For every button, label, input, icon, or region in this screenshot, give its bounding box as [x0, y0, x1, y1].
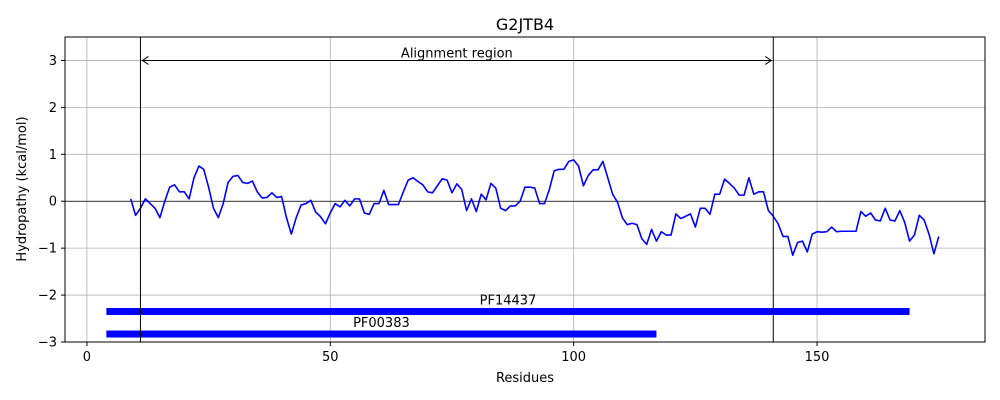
alignment-arrow-left-head [141, 56, 149, 65]
chart-title: G2JTB4 [496, 15, 554, 34]
x-tick-label: 0 [83, 350, 91, 365]
y-tick-label: 0 [49, 195, 57, 210]
alignment-region-label: Alignment region [401, 46, 513, 61]
x-tick-label: 50 [322, 350, 339, 365]
hydropathy-line [129, 159, 940, 256]
y-tick-label: −1 [38, 242, 57, 257]
x-axis-title: Residues [496, 371, 554, 386]
y-tick-label: 2 [49, 101, 57, 116]
y-tick-label: 1 [49, 148, 57, 163]
domain-bar [106, 308, 910, 315]
domain-label: PF00383 [353, 316, 410, 331]
domain-bars: PF14437 PF00383 [106, 294, 910, 338]
alignment-boundaries [139, 37, 774, 342]
y-tick-label: −2 [38, 289, 57, 304]
alignment-arrow-right-head [764, 56, 773, 65]
alignment-annotation: Alignment region [141, 46, 773, 65]
domain-bar [106, 330, 657, 338]
y-tick-label: −3 [38, 336, 57, 351]
hydropathy-series [129, 159, 940, 256]
x-tick-label: 100 [561, 350, 586, 365]
domain-label: PF14437 [480, 294, 537, 309]
plot-frame [64, 36, 986, 343]
y-tick-label: 3 [49, 54, 57, 69]
x-tick-label: 150 [805, 350, 830, 365]
x-axis-ticks: 0 50 100 150 [83, 342, 830, 365]
y-axis-title: Hydropathy (kcal/mol) [15, 116, 30, 261]
y-axis-ticks: −3 −2 −1 0 1 2 3 [38, 54, 65, 351]
